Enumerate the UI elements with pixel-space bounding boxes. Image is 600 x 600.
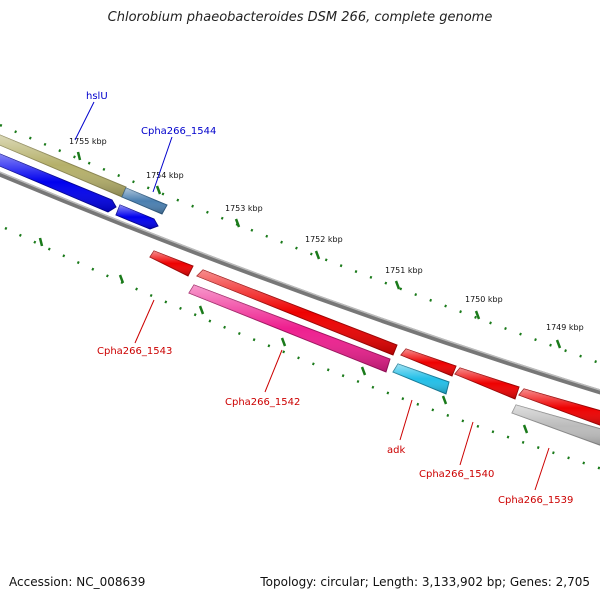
tick-inner-b	[118, 274, 125, 284]
leader-Cpha266_1543	[134, 299, 155, 344]
gene-minus-grey[interactable]	[511, 404, 600, 447]
ruler-labels: 1755 kbp 1754 kbp 1753 kbp 1752 kbp 1751…	[69, 137, 584, 332]
tick-1754	[155, 185, 162, 195]
ruler-label-1751: 1751 kbp	[385, 266, 423, 275]
tick-1750	[474, 310, 481, 320]
tick-1749	[555, 339, 562, 349]
gene-minus-short[interactable]	[400, 348, 457, 377]
gene-labels: hslU Cpha266_1544 Cpha266_1543 Cpha266_1…	[86, 91, 573, 506]
gene-leader-lines	[74, 101, 550, 491]
gene-Cpha266_1544[interactable]	[121, 187, 168, 215]
genome-backbone-highlight	[0, 171, 600, 391]
tick-1751	[394, 280, 401, 290]
gene-label-Cpha266_1542[interactable]: Cpha266_1542	[225, 397, 300, 408]
ruler-label-1749: 1749 kbp	[546, 323, 584, 332]
gene-plus-blue-2[interactable]	[115, 204, 159, 230]
gene-label-Cpha266_1543[interactable]: Cpha266_1543	[97, 346, 172, 357]
leader-Cpha266_1540	[459, 421, 474, 466]
tick-1755	[76, 151, 82, 161]
ruler-label-1750: 1750 kbp	[465, 295, 503, 304]
genome-backbone	[0, 171, 600, 395]
gene-plus-blue[interactable]	[0, 152, 117, 213]
gene-Cpha266_1540[interactable]	[454, 367, 520, 400]
tick-inner-c	[198, 305, 205, 315]
gene-Cpha266_1539[interactable]	[518, 388, 600, 427]
tick-inner-g	[522, 424, 529, 434]
leader-Cpha266_1542	[264, 349, 283, 393]
gene-label-adk[interactable]: adk	[387, 445, 405, 456]
leader-Cpha266_1539	[534, 447, 550, 491]
leader-hslU	[74, 101, 95, 141]
page-title: Chlorobium phaeobacteroides DSM 266, com…	[107, 10, 493, 25]
accession-text: Accession: NC_008639	[9, 575, 146, 589]
tick-inner-e	[360, 366, 367, 376]
leader-Cpha266_1544	[152, 136, 173, 193]
tick-inner-a	[38, 237, 44, 247]
ruler-label-1753: 1753 kbp	[225, 204, 263, 213]
gene-label-Cpha266_1540[interactable]: Cpha266_1540	[419, 469, 494, 480]
gene-label-hslU[interactable]: hslU	[86, 91, 108, 102]
gene-Cpha266_1542[interactable]	[188, 284, 391, 373]
major-ticks	[38, 151, 562, 434]
gene-label-Cpha266_1544[interactable]: Cpha266_1544	[141, 126, 216, 137]
ruler-label-1754: 1754 kbp	[146, 171, 184, 180]
gene-minus-long[interactable]	[196, 269, 398, 356]
gene-Cpha266_1543[interactable]	[149, 250, 194, 277]
tick-inner-d	[280, 337, 287, 347]
leader-adk	[399, 399, 413, 441]
tick-1752	[314, 250, 321, 260]
gene-label-Cpha266_1539[interactable]: Cpha266_1539	[498, 495, 573, 506]
tick-inner-f	[441, 395, 448, 405]
tick-1753	[234, 218, 241, 228]
ruler-label-1752: 1752 kbp	[305, 235, 343, 244]
gene-adk[interactable]	[392, 363, 450, 395]
ruler-label-1755: 1755 kbp	[69, 137, 107, 146]
genome-meta-text: Topology: circular; Length: 3,133,902 bp…	[260, 575, 590, 589]
tick-row-inner	[4, 226, 600, 470]
